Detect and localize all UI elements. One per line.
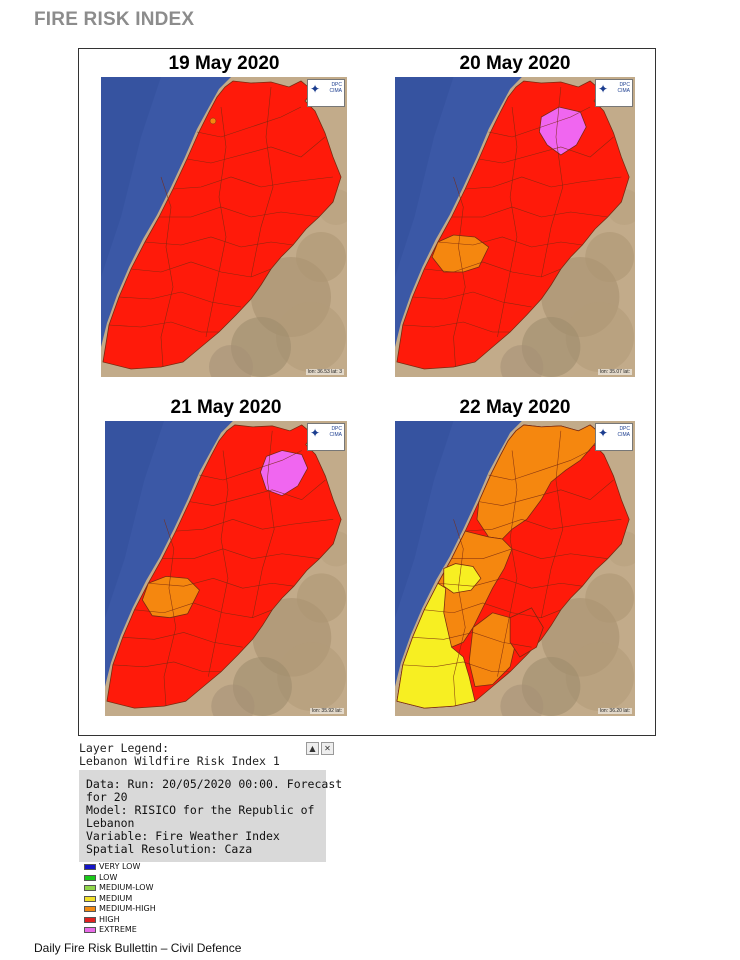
legend-item: EXTREME — [84, 925, 156, 936]
info-line: for 20 — [86, 790, 128, 804]
map-panel-22-may: 22 May 2020 ✦ DPC CIMA lon: 36.20 lat: — [395, 393, 635, 723]
panel-date: 21 May 2020 — [170, 397, 282, 418]
map-panel-21-may: 21 May 2020 ✦ DPC CIMA lon: 35.92 lat: — [105, 393, 347, 723]
risk-color-legend: VERY LOW LOW MEDIUM-LOW MEDIUM MEDIUM-HIGH HI… — [84, 862, 156, 936]
legend-item: MEDIUM-HIGH — [84, 904, 156, 915]
page-title: FIRE RISK INDEX — [34, 9, 195, 30]
risk-map[interactable]: ✦ DPC CIMA lon: 35.92 lat: — [105, 421, 347, 716]
map-panel-20-may: 20 May 2020 ✦ DPC CIMA lon: 35.07 lat: — [395, 49, 635, 379]
panel-date: 19 May 2020 — [168, 53, 280, 74]
legend-layer-name: Lebanon Wildfire Risk Index 1 — [79, 754, 280, 768]
legend-label: LOW — [99, 872, 118, 882]
info-line: Model: RISICO for the Republic of — [86, 803, 315, 817]
logo-icon: ✦ — [598, 82, 609, 96]
footer-text: Daily Fire Risk Bullettin – Civil Defenc… — [34, 941, 242, 955]
legend-item: MEDIUM — [84, 894, 156, 905]
logo-text: DPC CIMA — [329, 426, 343, 438]
legend-swatch — [84, 927, 96, 934]
agency-logo: ✦ DPC CIMA — [307, 79, 345, 107]
legend-swatch — [84, 885, 96, 892]
agency-logo: ✦ DPC CIMA — [595, 79, 633, 107]
info-line: Data: Run: 20/05/2020 00:00. Forecast — [86, 777, 343, 791]
info-line: Variable: Fire Weather Index — [86, 829, 280, 843]
legend-label: VERY LOW — [99, 862, 141, 872]
maps-frame: 19 May 2020 ✦ DPC CIMA lon: 36.53 lat: 3 … — [78, 48, 656, 736]
risk-map-graphic — [395, 421, 635, 716]
logo-text: DPC CIMA — [617, 426, 631, 438]
legend-swatch — [84, 864, 96, 871]
legend-label: HIGH — [99, 914, 120, 924]
agency-logo: ✦ DPC CIMA — [307, 423, 345, 451]
legend-swatch — [84, 874, 96, 881]
legend-info-box: Data: Run: 20/05/2020 00:00. Forecast fo… — [79, 770, 343, 862]
logo-icon: ✦ — [310, 426, 321, 440]
logo-icon: ✦ — [310, 82, 321, 96]
risk-map-graphic — [105, 421, 347, 716]
legend-item: VERY LOW — [84, 862, 156, 873]
legend-swatch — [84, 906, 96, 913]
legend-label: EXTREME — [99, 925, 137, 935]
coordinate-readout: lon: 36.53 lat: 3 — [305, 369, 344, 375]
layer-legend-panel: Layer Legend: Lebanon Wildfire Risk Inde… — [79, 740, 343, 862]
legend-item: MEDIUM-LOW — [84, 883, 156, 894]
legend-item: HIGH — [84, 915, 156, 926]
legend-title: Layer Legend: Lebanon Wildfire Risk Inde… — [79, 742, 280, 768]
legend-label: MEDIUM-HIGH — [99, 904, 156, 914]
legend-label: MEDIUM-LOW — [99, 883, 154, 893]
risk-map[interactable]: ✦ DPC CIMA lon: 36.53 lat: 3 — [101, 77, 347, 377]
agency-logo: ✦ DPC CIMA — [595, 423, 633, 451]
coordinate-readout: lon: 35.07 lat: — [597, 369, 632, 375]
legend-title-line: Layer Legend: — [79, 741, 170, 755]
info-line: Spatial Resolution: Caza — [86, 842, 253, 856]
logo-icon: ✦ — [598, 426, 609, 440]
logo-text: DPC CIMA — [329, 82, 343, 94]
map-panel-19-may: 19 May 2020 ✦ DPC CIMA lon: 36.53 lat: 3 — [101, 49, 347, 379]
legend-item: LOW — [84, 873, 156, 884]
risk-map-graphic — [395, 77, 635, 377]
risk-map-graphic — [101, 77, 347, 377]
risk-map[interactable]: ✦ DPC CIMA lon: 35.07 lat: — [395, 77, 635, 377]
risk-map[interactable]: ✦ DPC CIMA lon: 36.20 lat: — [395, 421, 635, 716]
legend-label: MEDIUM — [99, 893, 133, 903]
coordinate-readout: lon: 36.20 lat: — [597, 708, 632, 714]
legend-swatch — [84, 895, 96, 902]
logo-text: DPC CIMA — [617, 82, 631, 94]
coordinate-readout: lon: 35.92 lat: — [309, 708, 344, 714]
legend-controls: ▲ ✕ — [306, 742, 334, 755]
panel-date: 22 May 2020 — [459, 397, 571, 418]
legend-swatch — [84, 916, 96, 923]
info-line: Lebanon — [86, 816, 135, 830]
panel-date: 20 May 2020 — [459, 53, 571, 74]
close-icon[interactable]: ✕ — [321, 742, 334, 755]
collapse-icon[interactable]: ▲ — [306, 742, 319, 755]
